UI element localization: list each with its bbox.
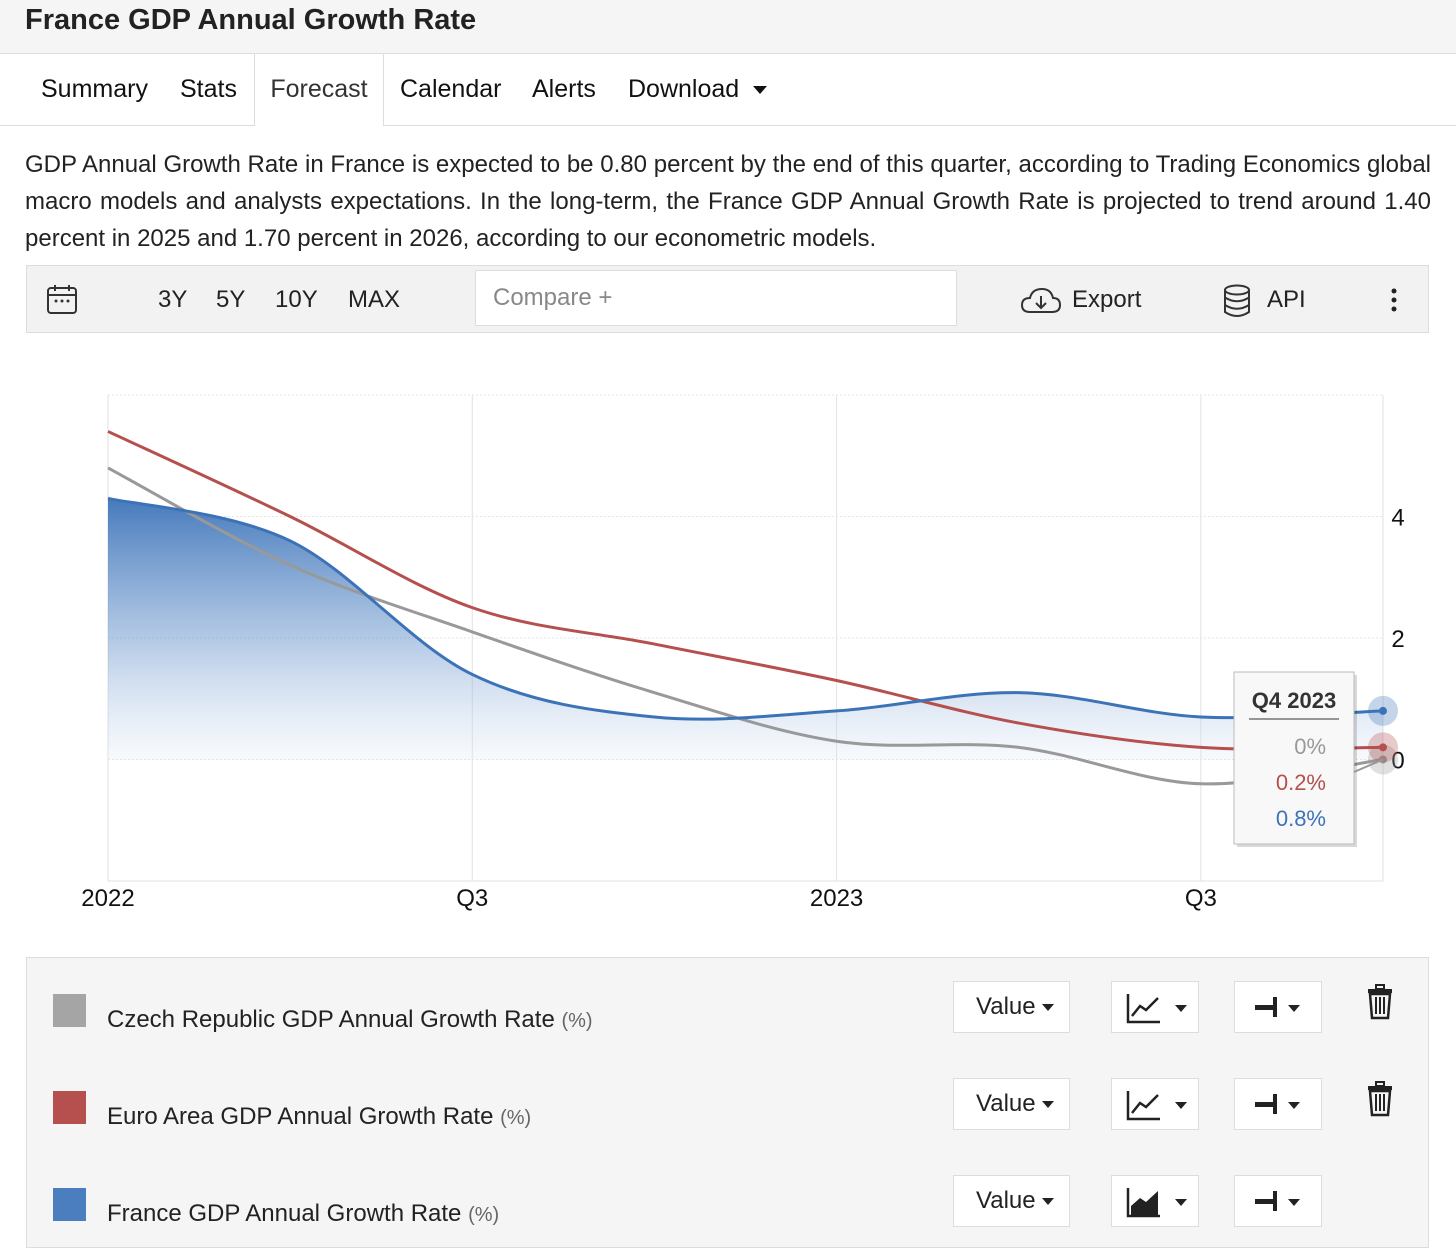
range-5y-button[interactable]: 5Y <box>216 286 246 313</box>
value-dropdown[interactable]: Value <box>953 981 1070 1033</box>
range-10y-button[interactable]: 10Y <box>275 286 318 313</box>
axis-align-icon <box>1255 1094 1300 1114</box>
line-chart-icon <box>1126 994 1187 1024</box>
tooltip-value: 0.8% <box>1276 806 1326 831</box>
tab-bar: Summary Stats Forecast Calendar Alerts D… <box>0 54 1456 126</box>
legend-swatch <box>53 994 86 1027</box>
value-dropdown[interactable]: Value <box>953 1078 1070 1130</box>
trash-icon[interactable] <box>1367 1081 1393 1122</box>
export-button[interactable]: Export <box>1020 266 1141 334</box>
series-unit-label: (%) <box>561 1010 593 1032</box>
line-chart-icon <box>1126 1091 1187 1121</box>
value-dropdown-label: Value <box>976 1090 1036 1117</box>
legend-series-name: Euro Area GDP Annual Growth Rate (%) <box>107 1103 531 1131</box>
trash-icon[interactable] <box>1367 984 1393 1025</box>
compare-input[interactable] <box>475 270 957 326</box>
x-tick-label: 2022 <box>81 885 134 912</box>
chevron-down-icon <box>1042 1101 1055 1109</box>
tooltip-value: 0% <box>1294 734 1326 759</box>
y-tick-label: 4 <box>1391 505 1404 532</box>
forecast-description: GDP Annual Growth Rate in France is expe… <box>25 151 1431 252</box>
cloud-download-icon <box>1020 287 1062 313</box>
series-unit-label: (%) <box>468 1204 500 1226</box>
range-3y-button[interactable]: 3Y <box>158 286 188 313</box>
series-point <box>1379 743 1387 752</box>
chart-type-dropdown[interactable] <box>1111 981 1199 1033</box>
legend-series-name: Czech Republic GDP Annual Growth Rate (%… <box>107 1006 593 1034</box>
chart-type-dropdown[interactable] <box>1111 1175 1199 1227</box>
tooltip-connector <box>1353 758 1384 773</box>
legend-series-name: France GDP Annual Growth Rate (%) <box>107 1200 499 1228</box>
series-line <box>107 496 1384 721</box>
legend-row-france: France GDP Annual Growth Rate (%) Value <box>27 1162 1430 1242</box>
series-unit-label: (%) <box>500 1107 532 1129</box>
tab-download-label: Download <box>628 75 740 103</box>
calendar-icon[interactable] <box>46 283 78 317</box>
tab-alerts[interactable]: Alerts <box>532 75 596 103</box>
legend-swatch <box>53 1091 86 1124</box>
chevron-down-icon <box>1042 1198 1055 1206</box>
area-chart-icon <box>1126 1188 1187 1218</box>
chevron-down-icon <box>753 86 768 95</box>
legend-row-czech-republic: Czech Republic GDP Annual Growth Rate (%… <box>27 968 1430 1048</box>
range-max-button[interactable]: MAX <box>348 286 401 313</box>
chevron-down-icon <box>1042 1004 1055 1012</box>
tab-summary[interactable]: Summary <box>41 75 148 103</box>
value-dropdown-label: Value <box>976 993 1036 1020</box>
series-point <box>1379 706 1387 715</box>
chart-toolbar: 3Y 5Y 10Y MAX Export API <box>26 265 1429 333</box>
tooltip-title: Q4 2023 <box>1252 688 1336 713</box>
database-icon <box>1224 284 1250 317</box>
more-options-icon[interactable] <box>1389 288 1399 312</box>
gdp-growth-chart: 2022 Q3 2023 Q3 4 2 0 Q4 2023 0% 0.2% 0.8% <box>81 394 1405 912</box>
api-button[interactable]: API <box>1223 266 1306 334</box>
value-dropdown[interactable]: Value <box>953 1175 1070 1227</box>
y-tick-label: 2 <box>1391 626 1404 653</box>
series-legend: Czech Republic GDP Annual Growth Rate (%… <box>26 957 1429 1248</box>
tooltip-box <box>1233 671 1355 845</box>
page-title: France GDP Annual Growth Rate <box>25 4 477 36</box>
legend-swatch <box>53 1188 86 1221</box>
export-label: Export <box>1072 286 1142 313</box>
axis-dropdown[interactable] <box>1234 981 1322 1033</box>
tab-download[interactable]: Download <box>628 54 768 124</box>
y-tick-label: 0 <box>1391 748 1404 775</box>
chart-type-dropdown[interactable] <box>1111 1078 1199 1130</box>
series-name-label: Euro Area GDP Annual Growth Rate <box>107 1103 494 1130</box>
legend-row-euro-area: Euro Area GDP Annual Growth Rate (%) Val… <box>27 1065 1430 1145</box>
page-header: France GDP Annual Growth Rate <box>0 0 1456 54</box>
axis-align-icon <box>1255 997 1300 1017</box>
tab-stats[interactable]: Stats <box>180 75 237 103</box>
axis-dropdown[interactable] <box>1234 1078 1322 1130</box>
axis-align-icon <box>1255 1191 1300 1211</box>
series-name-label: Czech Republic GDP Annual Growth Rate <box>107 1006 555 1033</box>
x-tick-label: Q3 <box>1185 885 1217 912</box>
tooltip-value: 0.2% <box>1276 770 1326 795</box>
x-tick-label: Q3 <box>456 885 488 912</box>
tab-calendar[interactable]: Calendar <box>400 75 502 103</box>
tab-forecast[interactable]: Forecast <box>254 54 384 126</box>
series-area-fill <box>108 498 1383 760</box>
axis-dropdown[interactable] <box>1234 1175 1322 1227</box>
x-tick-label: 2023 <box>810 885 863 912</box>
chart-container: 2022 Q3 2023 Q3 4 2 0 Q4 2023 0% 0.2% 0.8% <box>26 333 1429 957</box>
api-label: API <box>1267 286 1306 313</box>
series-name-label: France GDP Annual Growth Rate <box>107 1200 462 1227</box>
series-line <box>107 430 1384 751</box>
value-dropdown-label: Value <box>976 1187 1036 1214</box>
